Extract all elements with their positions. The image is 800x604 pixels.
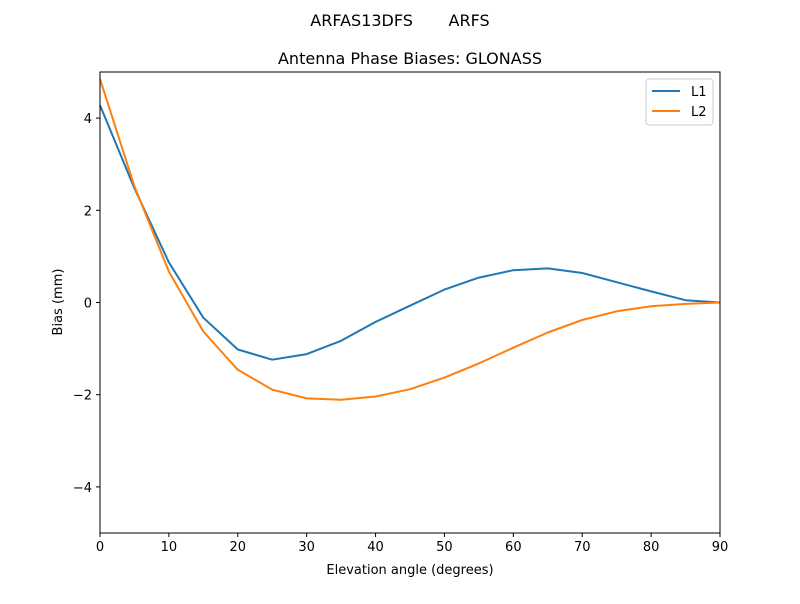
y-tick-label: −4 [73, 481, 92, 496]
x-tick-label: 30 [298, 540, 315, 555]
y-tick-label: 0 [84, 297, 92, 312]
legend-label: L2 [691, 105, 707, 120]
chart-title: Antenna Phase Biases: GLONASS [278, 49, 542, 68]
x-tick-label: 70 [574, 540, 591, 555]
series-line-l2 [99, 78, 721, 401]
y-tick-label: 4 [84, 112, 92, 127]
suptitle: ARFAS13DFS ARFS [310, 11, 489, 30]
x-tick-label: 10 [161, 540, 178, 555]
x-axis-label: Elevation angle (degrees) [326, 563, 493, 578]
y-tick-label: 2 [84, 204, 92, 219]
x-tick-label: 50 [436, 540, 453, 555]
x-tick-label: 90 [712, 540, 729, 555]
y-tick-label: −2 [73, 389, 92, 404]
plot-area [99, 78, 721, 401]
y-axis-label: Bias (mm) [51, 269, 66, 336]
legend-label: L1 [691, 85, 707, 100]
x-tick-label: 60 [505, 540, 522, 555]
x-axis: 0 10 20 30 40 50 60 70 80 90 [96, 533, 728, 555]
y-axis: −4 −2 0 2 4 [73, 112, 100, 496]
x-tick-label: 0 [96, 540, 104, 555]
x-tick-label: 40 [367, 540, 384, 555]
x-tick-label: 20 [230, 540, 247, 555]
series-line-l1 [99, 104, 721, 361]
x-tick-label: 80 [643, 540, 660, 555]
